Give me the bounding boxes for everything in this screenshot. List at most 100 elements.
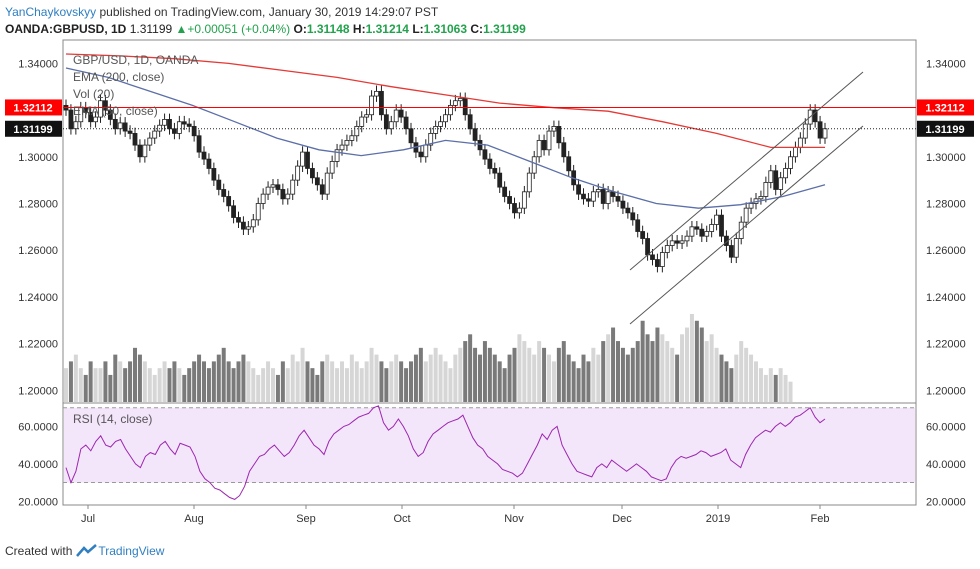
candle-body bbox=[778, 177, 784, 190]
volume-bar bbox=[246, 361, 251, 402]
candle-body bbox=[216, 179, 222, 190]
rsi-tick-left: 20.0000 bbox=[18, 496, 58, 508]
price-change: +0.00051 (+0.04%) bbox=[187, 22, 291, 36]
volume-bar bbox=[537, 341, 542, 402]
volume-bar bbox=[625, 354, 630, 402]
volume-bar bbox=[128, 361, 133, 402]
candle-body bbox=[645, 238, 650, 256]
volume-bar bbox=[763, 374, 768, 402]
volume-bar bbox=[719, 354, 724, 402]
candle-body bbox=[477, 140, 483, 151]
candle-body bbox=[788, 156, 793, 169]
candle-body bbox=[201, 151, 207, 160]
candle-body bbox=[521, 191, 527, 209]
volume-bar bbox=[78, 368, 83, 402]
volume-bar bbox=[547, 354, 551, 402]
candle-body bbox=[305, 151, 310, 169]
candle-body bbox=[132, 133, 138, 146]
candle-body bbox=[635, 219, 641, 232]
volume-bar bbox=[409, 361, 413, 402]
candle-body bbox=[694, 226, 700, 230]
rsi-line bbox=[65, 405, 826, 500]
candle-body bbox=[605, 191, 611, 204]
volume-bar bbox=[433, 347, 438, 402]
volume-bar bbox=[532, 354, 537, 402]
volume-bar bbox=[576, 368, 581, 402]
candle-body bbox=[487, 158, 493, 169]
candle-body bbox=[733, 238, 739, 258]
volume-bar bbox=[620, 347, 625, 402]
volume-bar bbox=[261, 368, 266, 402]
candle-body bbox=[576, 184, 581, 195]
tradingview-link[interactable]: TradingView bbox=[76, 544, 164, 558]
candle-body bbox=[206, 158, 212, 169]
candle-body bbox=[137, 144, 143, 158]
volume-bar bbox=[295, 361, 300, 402]
candle-body bbox=[630, 212, 636, 221]
volume-bar bbox=[556, 347, 561, 402]
candle-body bbox=[403, 116, 409, 130]
volume-bar bbox=[251, 368, 256, 402]
volume-bar bbox=[473, 347, 478, 402]
volume-bar bbox=[640, 320, 645, 402]
price-tick-left: 1.28000 bbox=[18, 198, 58, 210]
volume-bar bbox=[369, 347, 374, 402]
volume-bar bbox=[630, 347, 635, 402]
ema200-line bbox=[65, 53, 825, 149]
candle-body bbox=[817, 121, 823, 139]
x-tick-label: Dec bbox=[612, 513, 632, 525]
price-tick-left: 1.24000 bbox=[18, 292, 58, 304]
x-tick-label: Sep bbox=[296, 513, 316, 525]
price-label-left-bg bbox=[5, 99, 62, 116]
price-label-left: 1.32112 bbox=[13, 102, 52, 114]
x-tick-label: Oct bbox=[393, 513, 410, 525]
candle-body bbox=[310, 168, 315, 179]
volume-bar bbox=[167, 368, 172, 402]
candle-body bbox=[191, 126, 197, 137]
price-tick-left: 1.34000 bbox=[18, 58, 58, 70]
channel-lower bbox=[629, 125, 864, 325]
volume-bar bbox=[266, 361, 271, 402]
volume-bar bbox=[438, 354, 443, 402]
candle-body bbox=[699, 228, 705, 237]
volume-bar bbox=[231, 368, 236, 402]
legend-rsi: RSI (14, close) bbox=[73, 412, 153, 426]
price-tick-left: 1.26000 bbox=[18, 245, 58, 257]
candle-body bbox=[625, 207, 631, 214]
candle-body bbox=[526, 172, 532, 193]
volume-bar bbox=[596, 354, 601, 402]
candle-body bbox=[531, 156, 537, 174]
candle-body bbox=[275, 184, 281, 190]
price-tick-right: 1.24000 bbox=[926, 292, 966, 304]
publish-info: YanChaykovskyy published on TradingView.… bbox=[5, 5, 438, 19]
volume-bar bbox=[591, 347, 596, 402]
price-label-right: 1.31199 bbox=[925, 124, 964, 136]
candle-body bbox=[492, 168, 498, 174]
legend-ema50: EMA (50, close) bbox=[73, 104, 158, 118]
volume-bar bbox=[458, 347, 463, 402]
candle-body bbox=[157, 124, 163, 132]
volume-bar bbox=[172, 361, 177, 402]
volume-bar bbox=[177, 368, 182, 402]
rsi-tick-right: 40.0000 bbox=[926, 459, 966, 471]
volume-bar bbox=[404, 368, 409, 402]
volume-bar bbox=[202, 361, 206, 402]
volume-bar bbox=[739, 341, 744, 402]
author-link[interactable]: YanChaykovskyy bbox=[5, 5, 97, 19]
candle-body bbox=[684, 235, 690, 242]
candle-body bbox=[408, 128, 414, 144]
volume-bar bbox=[778, 368, 783, 402]
candle-body bbox=[738, 221, 744, 239]
channel-upper bbox=[629, 71, 864, 271]
candle-body bbox=[452, 100, 458, 106]
candle-body bbox=[423, 144, 429, 158]
volume-bar bbox=[616, 341, 620, 402]
candle-body bbox=[364, 114, 370, 118]
volume-bar bbox=[606, 334, 611, 402]
volume-bar bbox=[413, 354, 418, 402]
candle-body bbox=[650, 254, 655, 260]
volume-bar bbox=[502, 368, 507, 402]
candle-body bbox=[324, 172, 330, 195]
rsi-tick-right: 20.0000 bbox=[926, 496, 966, 508]
